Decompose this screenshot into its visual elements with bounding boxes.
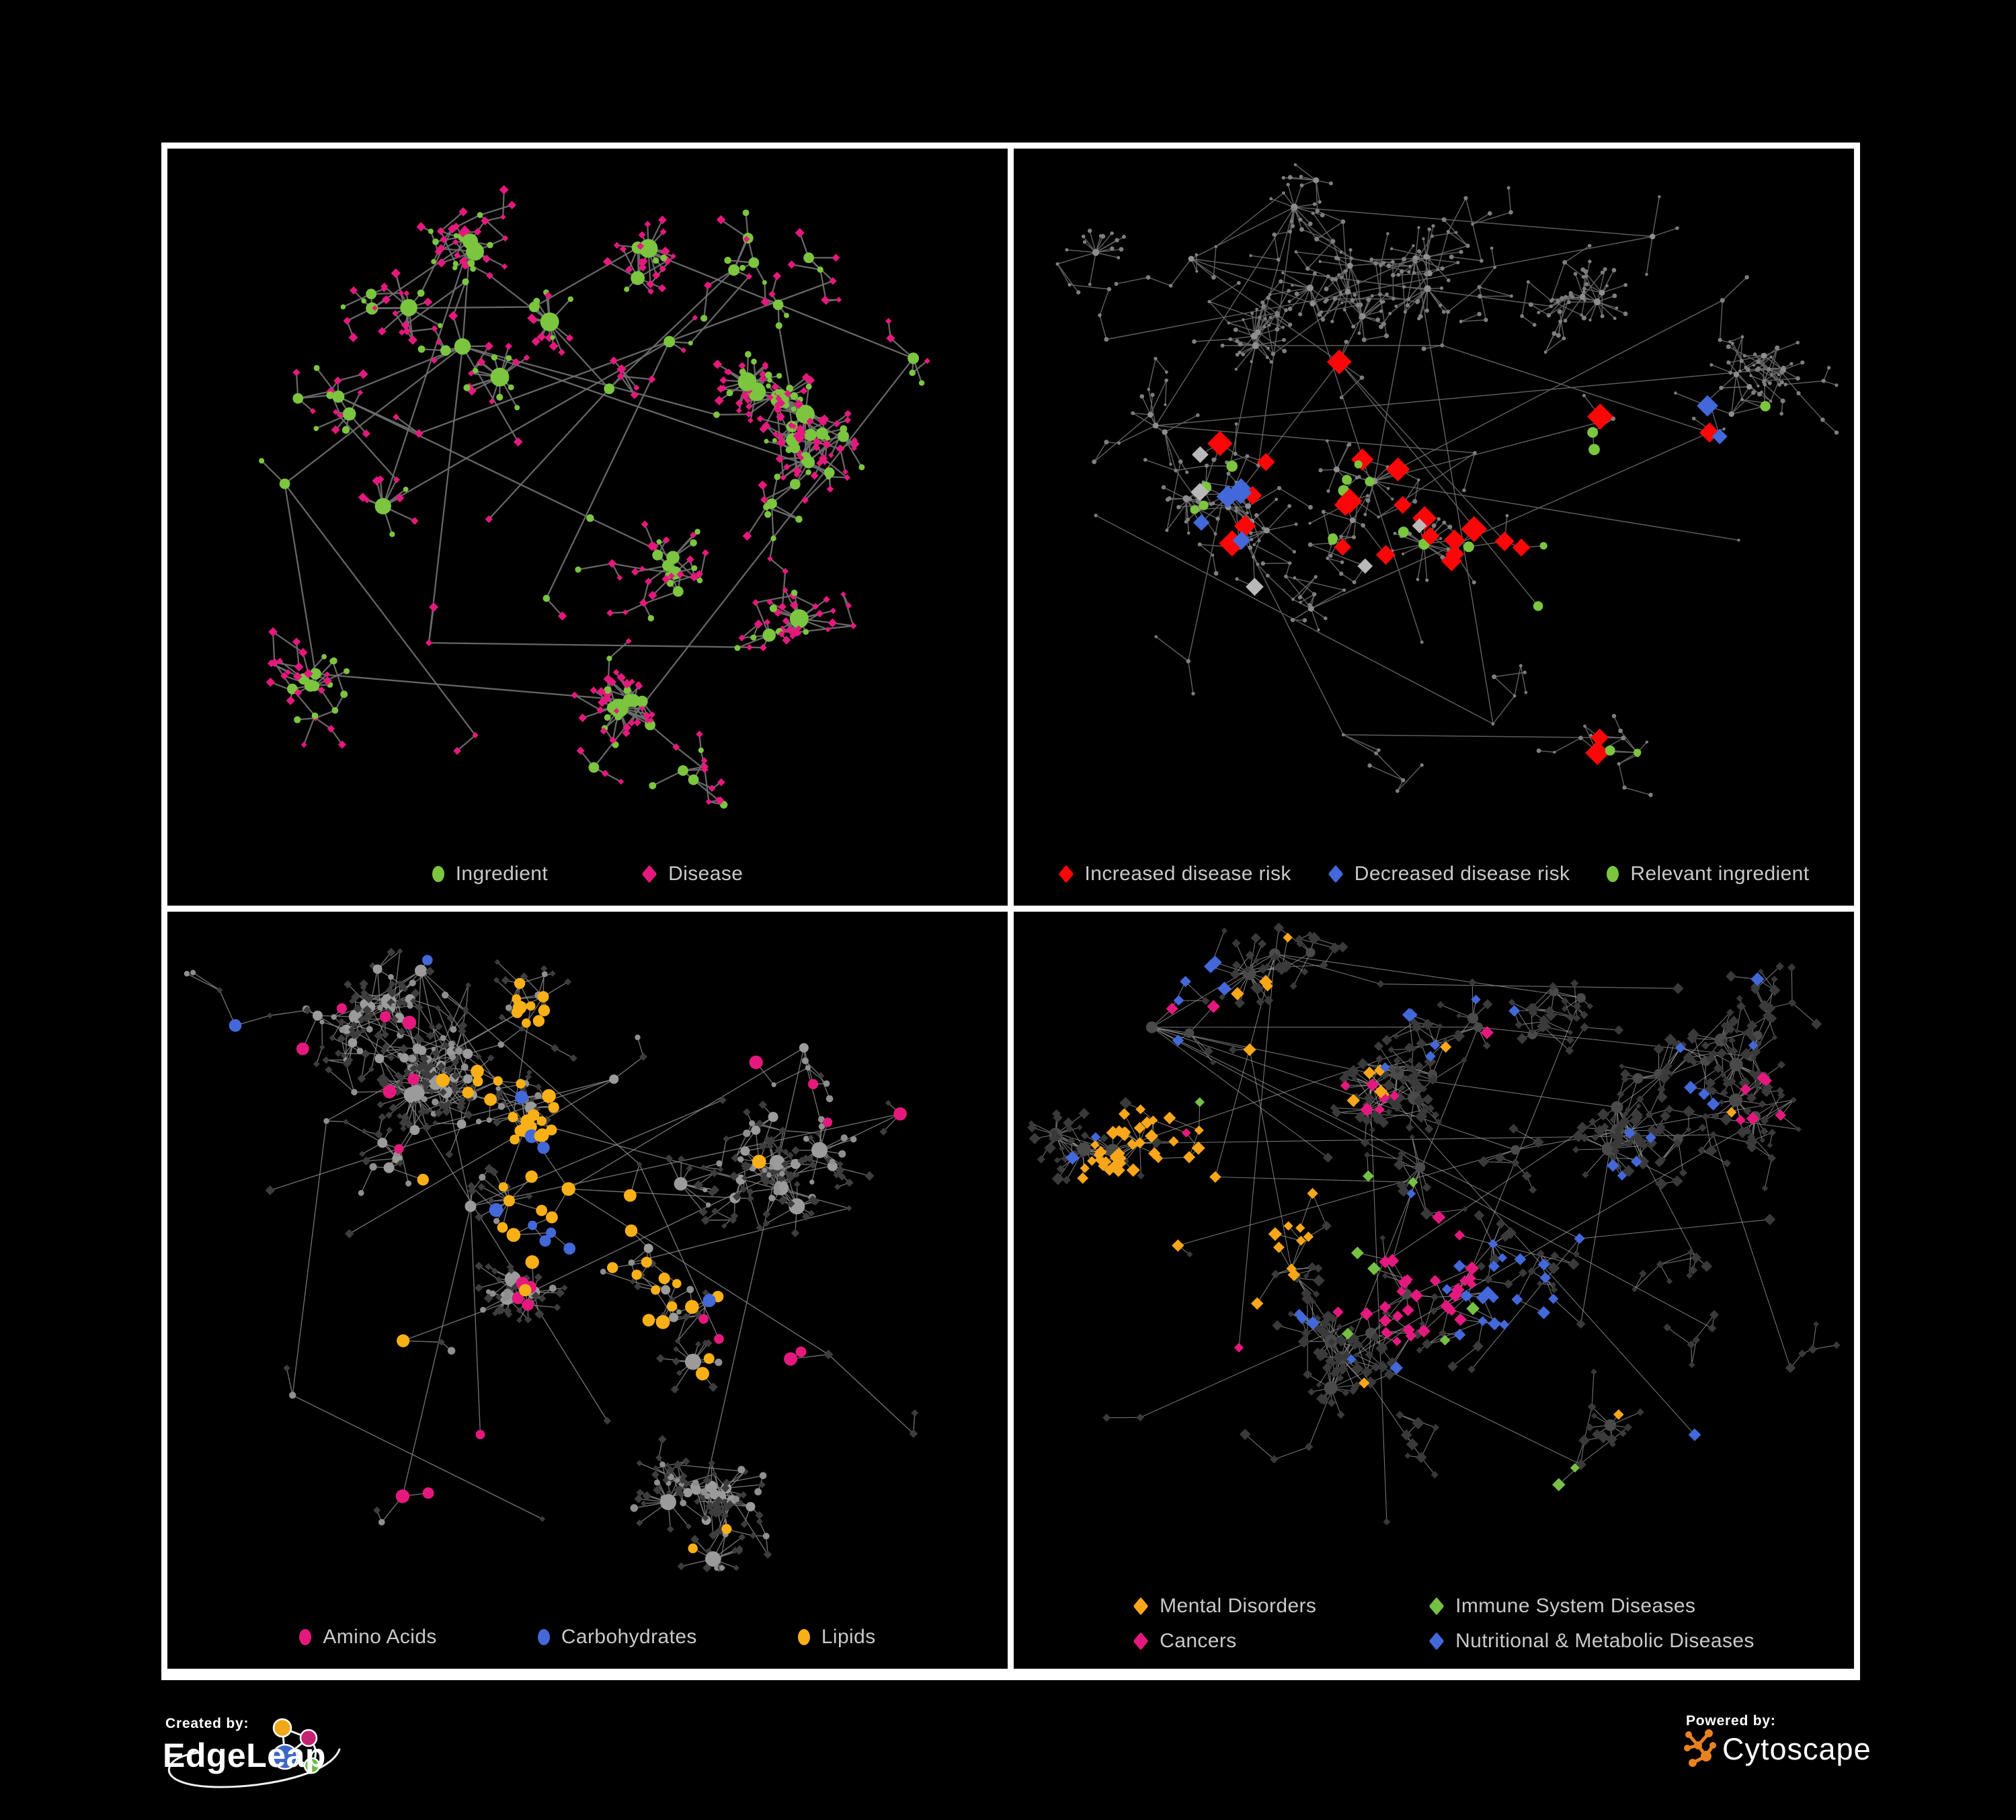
legend-item-lipids: Lipids [797,1626,876,1649]
legend-label: Carbohydrates [561,1626,697,1648]
legend-item-carbohydrates: Carbohydrates [537,1626,697,1649]
legend-item-decreased-disease-risk: Decreased disease risk [1328,863,1570,885]
legend-label: Disease [668,863,743,885]
legend-label: Ingredient [455,863,549,885]
legend-label: Lipids [821,1626,876,1648]
edgeleap-wordmark: EdgeLeap [163,1737,326,1774]
network-graph-disease-classes [1027,922,1841,1526]
legend-item-relevant-ingredient: Relevant ingredient [1607,863,1809,885]
network-graph-disease-risk [1055,163,1839,797]
lipids-legend-marker-icon [797,1629,810,1645]
network-graph-nutrient-classes [184,947,919,1573]
edgeleap-node-yellow [272,1718,292,1738]
edgeleap-node-magenta [299,1729,318,1747]
legend-disease-risk: Increased disease risk Decreased disease … [1014,863,1854,885]
amino-acids-legend-marker-icon [299,1629,312,1645]
legend-label: Relevant ingredient [1630,863,1810,885]
nutritional-metabolic-diseases-legend-marker-icon [1428,1632,1445,1651]
cytoscape-credit: Powered by: Cytoscape [1678,1708,1920,1798]
disease-legend-marker-icon [641,865,657,883]
legend-label: Mental Disorders [1160,1595,1317,1617]
edgeleap-node-blue [272,1743,298,1770]
created-by-label: Created by: [165,1716,249,1731]
legend-item-mental-disorders: Mental Disorders [1133,1595,1429,1618]
panel-nutrient-classes: Amino Acids Carbohydrates Lipids [167,912,1008,1669]
carbohydrates-legend-marker-icon [537,1629,550,1645]
mental-disorders-legend-marker-icon [1133,1597,1149,1616]
panel-disease-risk: Increased disease risk Decreased disease … [1014,149,1854,906]
legend-item-amino-acids: Amino Acids [299,1626,436,1649]
legend-item-disease: Disease [641,863,743,885]
edgeleap-logo-icon [167,1718,341,1788]
cytoscape-logo-icon [1684,1729,1716,1767]
panel-ingredient-disease: Ingredient Disease [167,149,1008,906]
legend-item-immune-system-diseases: Immune System Diseases [1428,1595,1755,1618]
legend-item-cancers: Cancers [1133,1630,1429,1653]
legend-label: Amino Acids [323,1626,437,1648]
cytoscape-wordmark: Cytoscape [1722,1732,1871,1766]
legend-disease-classes: Mental Disorders Immune System Diseases Ca… [1034,1595,1854,1653]
legend-label: Nutritional & Metabolic Diseases [1455,1630,1755,1652]
ingredient-legend-marker-icon [432,866,444,882]
panel-grid: Ingredient Disease Increased disease risk… [161,143,1860,1680]
network-graph-ingredient-disease [259,185,930,809]
legend-label: Decreased disease risk [1354,863,1570,885]
cancers-legend-marker-icon [1133,1632,1149,1651]
panel-disease-classes: Mental Disorders Immune System Diseases Ca… [1014,912,1854,1669]
legend-item-ingredient: Ingredient [432,863,548,885]
legend-label: Increased disease risk [1084,863,1291,885]
legend-ingredient-disease: Ingredient Disease [167,863,1008,885]
decreased-disease-risk-legend-marker-icon [1328,865,1344,883]
legend-label: Cancers [1160,1630,1237,1652]
legend-label: Immune System Diseases [1455,1595,1696,1617]
legend-item-increased-disease-risk: Increased disease risk [1058,863,1291,885]
legend-item-nutritional-metabolic-diseases: Nutritional & Metabolic Diseases [1428,1630,1755,1653]
edgeleap-node-green [303,1757,321,1774]
increased-disease-risk-legend-marker-icon [1058,865,1074,883]
powered-by-label: Powered by: [1686,1713,1776,1729]
edgeleap-credit: Created by: EdgeLeap [161,1708,356,1798]
legend-nutrient-classes: Amino Acids Carbohydrates Lipids [167,1626,1008,1649]
immune-system-diseases-legend-marker-icon [1428,1597,1445,1616]
relevant-ingredient-legend-marker-icon [1607,866,1619,882]
